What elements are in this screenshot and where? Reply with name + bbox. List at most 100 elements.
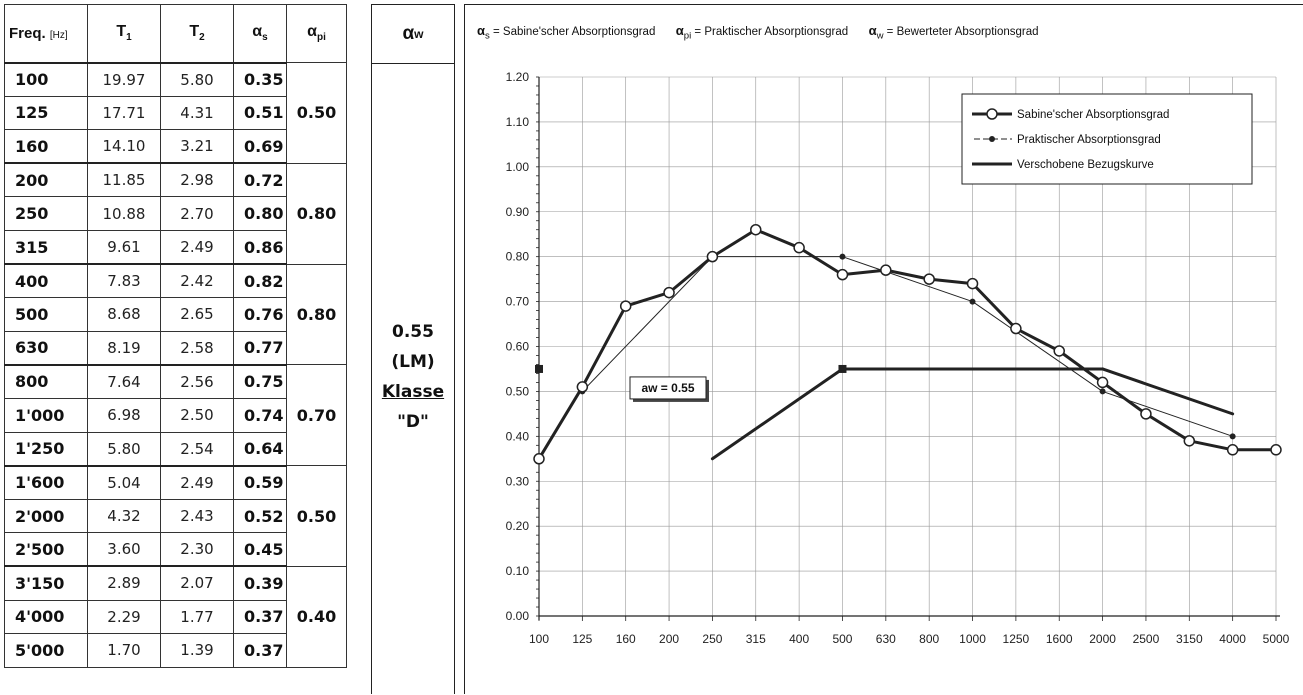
- cell-t2: 2.58: [160, 330, 234, 366]
- reference-curve-segment: [1101, 367, 1235, 416]
- x-tick-label: 1250: [1003, 632, 1030, 646]
- x-tick-label: 400: [789, 632, 809, 646]
- sabine-series-point: [750, 223, 762, 236]
- cell-alpha-pi: 0.70: [286, 364, 347, 467]
- y-tick-label: 0.90: [506, 205, 530, 219]
- x-tick-label: 5000: [1263, 632, 1290, 646]
- cell-t2: 5.80: [160, 61, 234, 97]
- cell-t1: 6.98: [87, 397, 161, 433]
- cell-t1: 19.97: [87, 61, 161, 97]
- alpha-w-definition: = Bewerteter Absorptionsgrad: [883, 26, 1039, 38]
- cell-t1: 7.83: [87, 263, 161, 299]
- cell-frequency: 400: [4, 263, 88, 299]
- table-row: 3'150 2.89 2.07 0.39 0.40: [4, 565, 347, 668]
- cell-alpha-s: 0.37: [233, 633, 287, 668]
- cell-frequency: 500: [4, 297, 88, 332]
- x-tick-label: 125: [572, 632, 592, 646]
- cell-frequency: 800: [4, 363, 88, 399]
- sabine-series-segment: [668, 255, 714, 294]
- alpha-w-result: 0.55 (LM) Klasse "D": [372, 317, 454, 437]
- alpha-sub: w: [876, 30, 884, 42]
- cell-alpha-s: 0.52: [233, 498, 287, 534]
- sabine-series-segment: [1101, 381, 1147, 416]
- alpha-sub: s: [485, 30, 490, 42]
- practical-series-point: [839, 253, 846, 260]
- reference-curve-segment: [710, 367, 844, 461]
- sabine-series-point: [793, 241, 805, 254]
- cell-t1: 5.04: [87, 464, 161, 500]
- x-tick-label: 160: [616, 632, 636, 646]
- x-tick-label: 4000: [1219, 632, 1246, 646]
- sabine-series-segment: [1188, 439, 1233, 452]
- cell-t2: 1.77: [160, 599, 234, 635]
- cell-t2: 1.39: [160, 633, 234, 668]
- legend-marker-sabine: [986, 108, 998, 120]
- x-tick-label: 250: [702, 632, 722, 646]
- cell-alpha-s: 0.45: [233, 532, 287, 567]
- cell-t2: 2.43: [160, 498, 234, 534]
- table-header-row: Freq. [Hz] T1 T2 αs αpi: [4, 4, 347, 63]
- x-tick-label: 2000: [1089, 632, 1116, 646]
- cell-alpha-pi: 0.80: [286, 162, 347, 265]
- y-tick-label: 0.30: [506, 474, 530, 488]
- cell-frequency: 2'000: [4, 498, 88, 534]
- alpha-w-value: 0.55: [392, 322, 434, 342]
- shape-indicator: (LM): [391, 352, 435, 372]
- practical-series-point: [1099, 388, 1106, 395]
- cell-t2: 2.65: [160, 297, 234, 332]
- sabine-series-segment: [581, 305, 628, 388]
- table-row: 160 14.10 3.21 0.69: [4, 129, 347, 164]
- sabine-series-segment: [625, 291, 670, 308]
- alpha-pi-definition: = Praktischer Absorptionsgrad: [691, 26, 849, 38]
- cell-alpha-pi: 0.50: [286, 62, 347, 164]
- cell-t1: 10.88: [87, 196, 161, 231]
- sabine-series-segment: [929, 277, 973, 286]
- table-row: 250 10.88 2.70 0.80: [4, 196, 347, 231]
- table-row: 400 7.83 2.42 0.82 0.80: [4, 263, 347, 366]
- sabine-series-segment: [755, 228, 800, 250]
- cell-t2: 2.70: [160, 196, 234, 231]
- klasse-label: Klasse: [381, 382, 445, 402]
- cell-frequency: 5'000: [4, 633, 88, 668]
- cell-t1: 17.71: [87, 95, 161, 131]
- cell-t2: 4.31: [160, 95, 234, 131]
- table-row: 1'600 5.04 2.49 0.59 0.50: [4, 464, 347, 567]
- absorption-data-table: Freq. [Hz] T1 T2 αs αpi 100 19.97 5.80 0.35…: [4, 4, 347, 668]
- header-alpha-s: αs: [233, 4, 287, 63]
- alpha-sub: pi: [683, 30, 692, 42]
- y-tick-label: 0.40: [506, 429, 530, 443]
- cell-frequency: 2'500: [4, 532, 88, 567]
- cell-t1: 3.60: [87, 532, 161, 567]
- x-tick-label: 630: [876, 632, 896, 646]
- x-tick-label: 1600: [1046, 632, 1073, 646]
- legend-label-practical: Praktischer Absorptionsgrad: [1017, 134, 1161, 146]
- chart-panel: αs = Sabine'scher Absorptionsgrad αpi = …: [464, 4, 1303, 694]
- cell-t2: 2.98: [160, 162, 234, 198]
- x-tick-label: 1000: [959, 632, 986, 646]
- cell-t1: 14.10: [87, 129, 161, 164]
- cell-frequency: 100: [4, 61, 88, 97]
- y-tick-label: 0.50: [506, 384, 530, 398]
- y-tick-label: 1.20: [506, 70, 530, 84]
- annotation-box: [629, 376, 707, 400]
- table-row: 125 17.71 4.31 0.51: [4, 95, 347, 131]
- legend-label-reference: Verschobene Bezugskurve: [1017, 159, 1154, 171]
- cell-t2: 3.21: [160, 129, 234, 164]
- cell-alpha-s: 0.51: [233, 95, 287, 131]
- table-row: 500 8.68 2.65 0.76: [4, 297, 347, 332]
- cell-alpha-s: 0.82: [233, 263, 287, 299]
- table-row: 630 8.19 2.58 0.77: [4, 330, 347, 366]
- sabine-series-point: [1270, 444, 1282, 456]
- x-tick-label: 2500: [1133, 632, 1160, 646]
- cell-t2: 2.50: [160, 397, 234, 433]
- cell-alpha-pi: 0.50: [286, 465, 347, 567]
- header-t2: T2: [160, 4, 234, 63]
- alpha-s-definition: = Sabine'scher Absorptionsgrad: [489, 26, 656, 38]
- cell-alpha-s: 0.75: [233, 363, 287, 399]
- cell-alpha-s: 0.72: [233, 162, 287, 198]
- sabine-series-segment: [842, 268, 886, 277]
- sabine-series-point: [1140, 408, 1152, 420]
- annotation-text: aw = 0.55: [641, 381, 694, 395]
